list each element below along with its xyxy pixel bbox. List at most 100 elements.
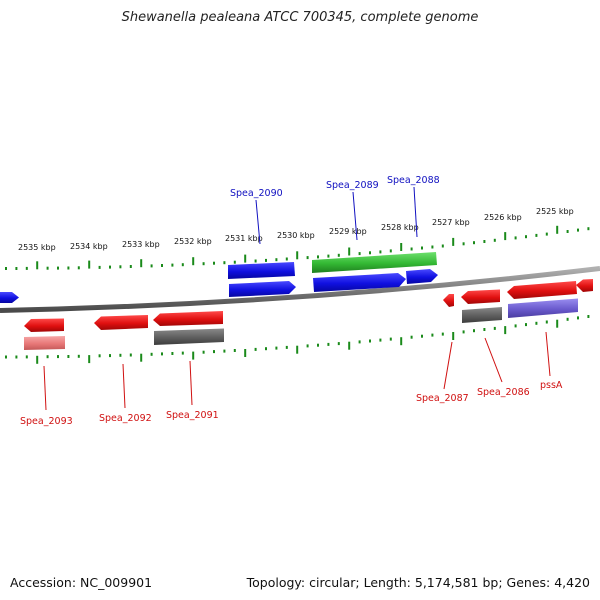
- leader-line: [255, 199, 261, 245]
- minor-tick: [119, 353, 122, 357]
- gene-feature[interactable]: [0, 292, 19, 303]
- minor-tick: [473, 329, 475, 333]
- gene-spea-2090[interactable]: [228, 262, 295, 279]
- minor-tick: [223, 349, 226, 353]
- major-tick: [556, 225, 559, 234]
- minor-tick: [181, 263, 184, 267]
- minor-tick: [15, 267, 18, 270]
- cds-spea-2086[interactable]: [462, 307, 502, 323]
- minor-tick: [5, 355, 7, 359]
- gene-feature[interactable]: [576, 279, 593, 292]
- major-tick: [452, 332, 455, 340]
- gene-spea-2087[interactable]: [443, 294, 454, 307]
- gene-label-spea-2092: Spea_2092: [99, 413, 152, 424]
- minor-tick: [421, 334, 423, 338]
- major-tick: [504, 232, 507, 241]
- tick-label: 2528 kbp: [381, 223, 419, 232]
- major-tick: [36, 355, 39, 364]
- minor-tick: [233, 349, 236, 352]
- minor-tick: [233, 260, 236, 264]
- minor-tick: [254, 259, 257, 263]
- tick-label: 2529 kbp: [329, 227, 367, 236]
- major-tick: [296, 251, 299, 260]
- minor-tick: [369, 339, 371, 343]
- tick-label: 2531 kbp: [225, 234, 263, 243]
- minor-tick: [265, 258, 267, 262]
- minor-tick: [306, 256, 309, 260]
- minor-tick: [327, 342, 330, 346]
- major-tick: [348, 341, 351, 350]
- accession-text: Accession: NC_009901: [10, 575, 153, 590]
- minor-tick: [119, 265, 122, 269]
- cds-spea-2091[interactable]: [154, 328, 224, 346]
- leader-line: [122, 363, 126, 409]
- gene-spea-2092[interactable]: [94, 315, 148, 330]
- minor-tick: [369, 251, 371, 255]
- minor-tick: [337, 253, 340, 257]
- minor-tick: [441, 332, 444, 336]
- leader-line: [443, 341, 453, 390]
- tick-label: 2527 kbp: [432, 218, 470, 227]
- minor-tick: [566, 230, 569, 233]
- tick-label: 2530 kbp: [277, 231, 315, 240]
- major-tick: [400, 337, 403, 346]
- minor-tick: [462, 242, 465, 246]
- minor-tick: [98, 354, 101, 358]
- minor-tick: [577, 316, 579, 320]
- gene-spea-2086[interactable]: [461, 289, 500, 305]
- minor-tick: [410, 335, 413, 339]
- major-tick: [400, 243, 403, 251]
- genome-backbone: [0, 266, 600, 313]
- major-tick: [348, 247, 351, 256]
- tick-label: 2525 kbp: [536, 207, 574, 216]
- leader-line: [413, 186, 418, 238]
- minor-tick: [25, 266, 28, 270]
- minor-tick: [441, 244, 444, 248]
- minor-tick: [150, 352, 153, 356]
- minor-tick: [545, 232, 548, 236]
- major-tick: [88, 355, 91, 364]
- tick-label: 2535 kbp: [18, 243, 56, 252]
- gene-spea-2091[interactable]: [153, 311, 223, 326]
- tick-label: 2532 kbp: [174, 237, 212, 246]
- cds-spea-2093[interactable]: [24, 336, 65, 350]
- minor-tick: [285, 345, 288, 349]
- tick-label: 2533 kbp: [122, 240, 160, 249]
- minor-tick: [337, 342, 340, 346]
- minor-tick: [67, 266, 70, 270]
- minor-tick: [275, 258, 278, 262]
- major-tick: [36, 261, 39, 270]
- minor-tick: [410, 247, 413, 251]
- minor-tick: [67, 355, 70, 358]
- minor-tick: [161, 264, 163, 267]
- gene-spea-2093[interactable]: [24, 318, 64, 333]
- cds-spea-2090[interactable]: [229, 281, 296, 297]
- gene-label-pssa: pssA: [540, 380, 563, 391]
- cds-spea-2089-green[interactable]: [312, 252, 437, 273]
- minor-tick: [389, 337, 392, 341]
- tick-label: 2534 kbp: [70, 242, 108, 251]
- major-tick: [296, 345, 299, 354]
- major-tick: [244, 254, 247, 263]
- minor-tick: [223, 261, 226, 265]
- minor-tick: [514, 324, 517, 328]
- minor-tick: [358, 252, 361, 256]
- major-tick: [140, 353, 143, 362]
- gene-label-spea-2093: Spea_2093: [20, 416, 73, 427]
- minor-tick: [389, 249, 392, 253]
- gene-label-spea-2087: Spea_2087: [416, 393, 469, 404]
- lower-scale: [5, 315, 590, 364]
- gene-spea-2088[interactable]: [406, 269, 438, 284]
- cds-pssa[interactable]: [508, 298, 578, 319]
- minor-tick: [535, 233, 538, 237]
- minor-tick: [421, 246, 423, 250]
- leader-line: [189, 360, 193, 406]
- minor-tick: [129, 353, 132, 357]
- gene-labels: Spea_2090 Spea_2089 Spea_2088 Spea_2093 …: [20, 175, 563, 427]
- gene-pssa[interactable]: [507, 281, 577, 299]
- minor-tick: [254, 347, 257, 351]
- gene-spea-2089[interactable]: [313, 273, 406, 292]
- leader-line: [545, 331, 551, 377]
- major-tick: [244, 349, 247, 357]
- gene-label-spea-2091: Spea_2091: [166, 410, 219, 421]
